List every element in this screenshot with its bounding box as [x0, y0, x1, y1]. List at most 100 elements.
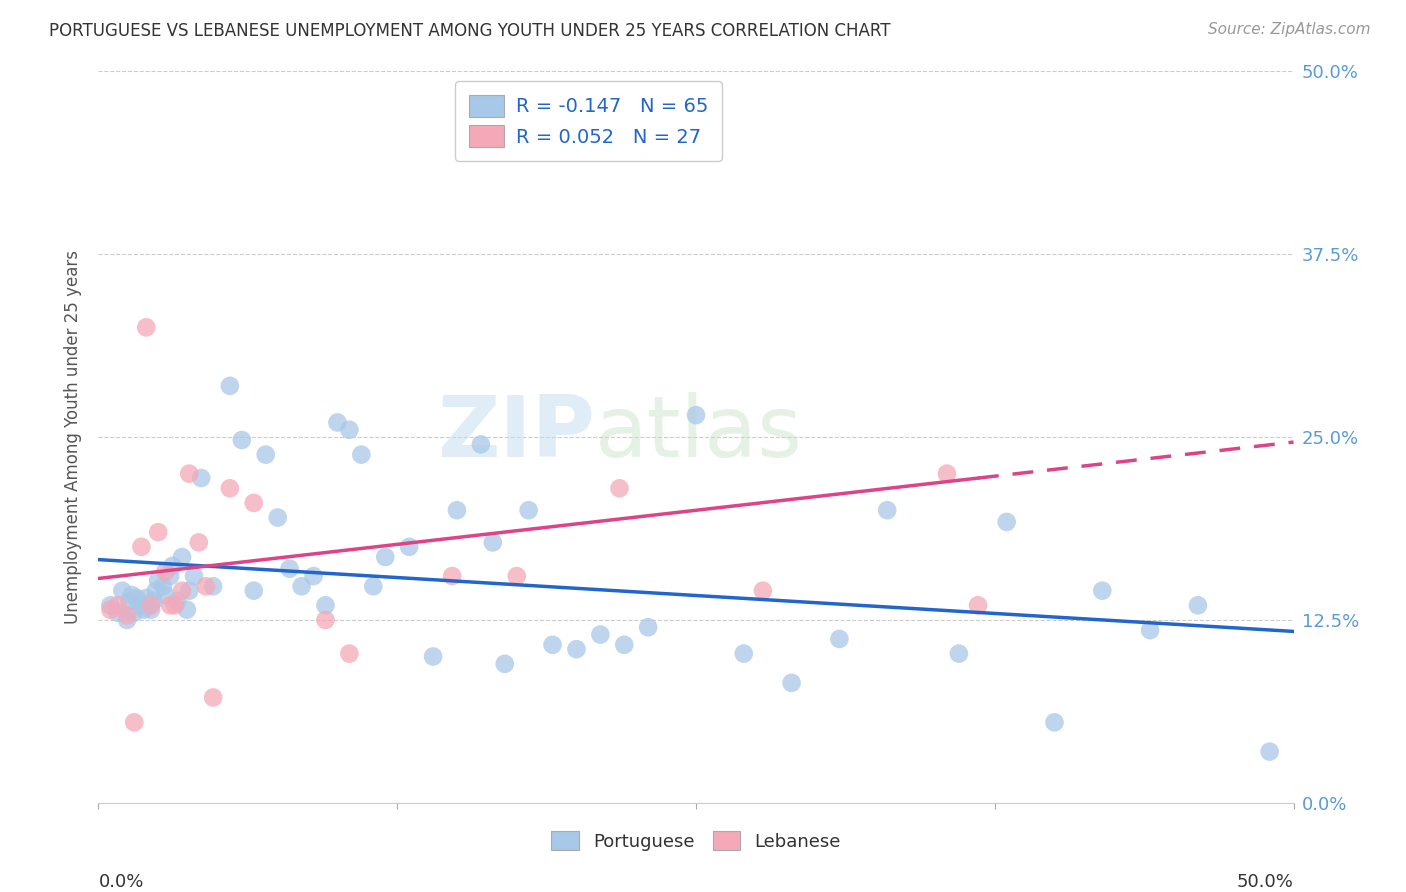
Point [124, 606, 146, 620]
Point [613, 638, 636, 652]
Point [115, 608, 138, 623]
Point [219, 379, 242, 393]
Point [350, 448, 373, 462]
Point [195, 579, 218, 593]
Point [481, 535, 505, 549]
Point [124, 715, 146, 730]
Point [145, 583, 167, 598]
Point [1187, 599, 1209, 613]
Point [374, 549, 396, 564]
Point [339, 423, 361, 437]
Point [107, 599, 129, 613]
Text: atlas: atlas [595, 392, 803, 475]
Point [441, 569, 464, 583]
Point [131, 599, 153, 613]
Point [828, 632, 851, 646]
Point [936, 467, 959, 481]
Point [948, 647, 970, 661]
Point [159, 569, 181, 583]
Point [98, 603, 122, 617]
Point [967, 599, 990, 613]
Point [315, 613, 337, 627]
Text: 50.0%: 50.0% [1237, 873, 1294, 891]
Point [243, 583, 266, 598]
Point [339, 647, 361, 661]
Point [172, 583, 194, 598]
Point [326, 416, 349, 430]
Point [190, 471, 212, 485]
Point [541, 638, 564, 652]
Point [733, 647, 755, 661]
Point [609, 481, 631, 495]
Point [302, 569, 325, 583]
Point [135, 320, 157, 334]
Point [179, 467, 201, 481]
Point [517, 503, 540, 517]
Text: ZIP: ZIP [437, 392, 595, 475]
Point [506, 569, 529, 583]
Point [254, 448, 277, 462]
Point [446, 503, 468, 517]
Point [267, 510, 290, 524]
Point [278, 562, 301, 576]
Point [565, 642, 588, 657]
Point [125, 591, 148, 605]
Point [752, 583, 775, 598]
Point [142, 594, 165, 608]
Point [159, 599, 181, 613]
Point [1043, 715, 1066, 730]
Point [139, 603, 162, 617]
Point [1091, 583, 1114, 598]
Point [780, 676, 803, 690]
Y-axis label: Unemployment Among Youth under 25 years: Unemployment Among Youth under 25 years [65, 250, 83, 624]
Point [363, 579, 385, 593]
Point [315, 599, 337, 613]
Point [152, 579, 174, 593]
Point [135, 591, 157, 605]
Point [139, 599, 162, 613]
Point [111, 583, 134, 598]
Point [155, 565, 177, 579]
Point [98, 599, 122, 613]
Point [637, 620, 659, 634]
Point [202, 690, 225, 705]
Point [1258, 745, 1281, 759]
Point [172, 549, 194, 564]
Point [118, 594, 141, 608]
Point [617, 115, 640, 129]
Point [470, 437, 492, 451]
Point [291, 579, 314, 593]
Point [183, 569, 205, 583]
Point [132, 603, 155, 617]
Point [219, 481, 242, 495]
Point [231, 433, 253, 447]
Point [163, 599, 186, 613]
Point [179, 583, 201, 598]
Point [995, 515, 1018, 529]
Text: Source: ZipAtlas.com: Source: ZipAtlas.com [1208, 22, 1371, 37]
Point [138, 599, 160, 613]
Point [162, 558, 184, 573]
Point [202, 579, 225, 593]
Text: 0.0%: 0.0% [98, 873, 143, 891]
Point [1139, 623, 1161, 637]
Point [876, 503, 898, 517]
Point [685, 408, 707, 422]
Point [398, 540, 420, 554]
Point [176, 603, 198, 617]
Point [115, 613, 138, 627]
Text: PORTUGUESE VS LEBANESE UNEMPLOYMENT AMONG YOUTH UNDER 25 YEARS CORRELATION CHART: PORTUGUESE VS LEBANESE UNEMPLOYMENT AMON… [49, 22, 891, 40]
Point [148, 525, 170, 540]
Point [187, 535, 209, 549]
Point [589, 627, 612, 641]
Point [422, 649, 444, 664]
Point [107, 606, 129, 620]
Point [243, 496, 266, 510]
Legend: Portuguese, Lebanese: Portuguese, Lebanese [543, 822, 849, 860]
Point [155, 588, 177, 602]
Point [131, 540, 153, 554]
Point [494, 657, 516, 671]
Point [166, 594, 188, 608]
Point [148, 574, 170, 588]
Point [121, 588, 143, 602]
